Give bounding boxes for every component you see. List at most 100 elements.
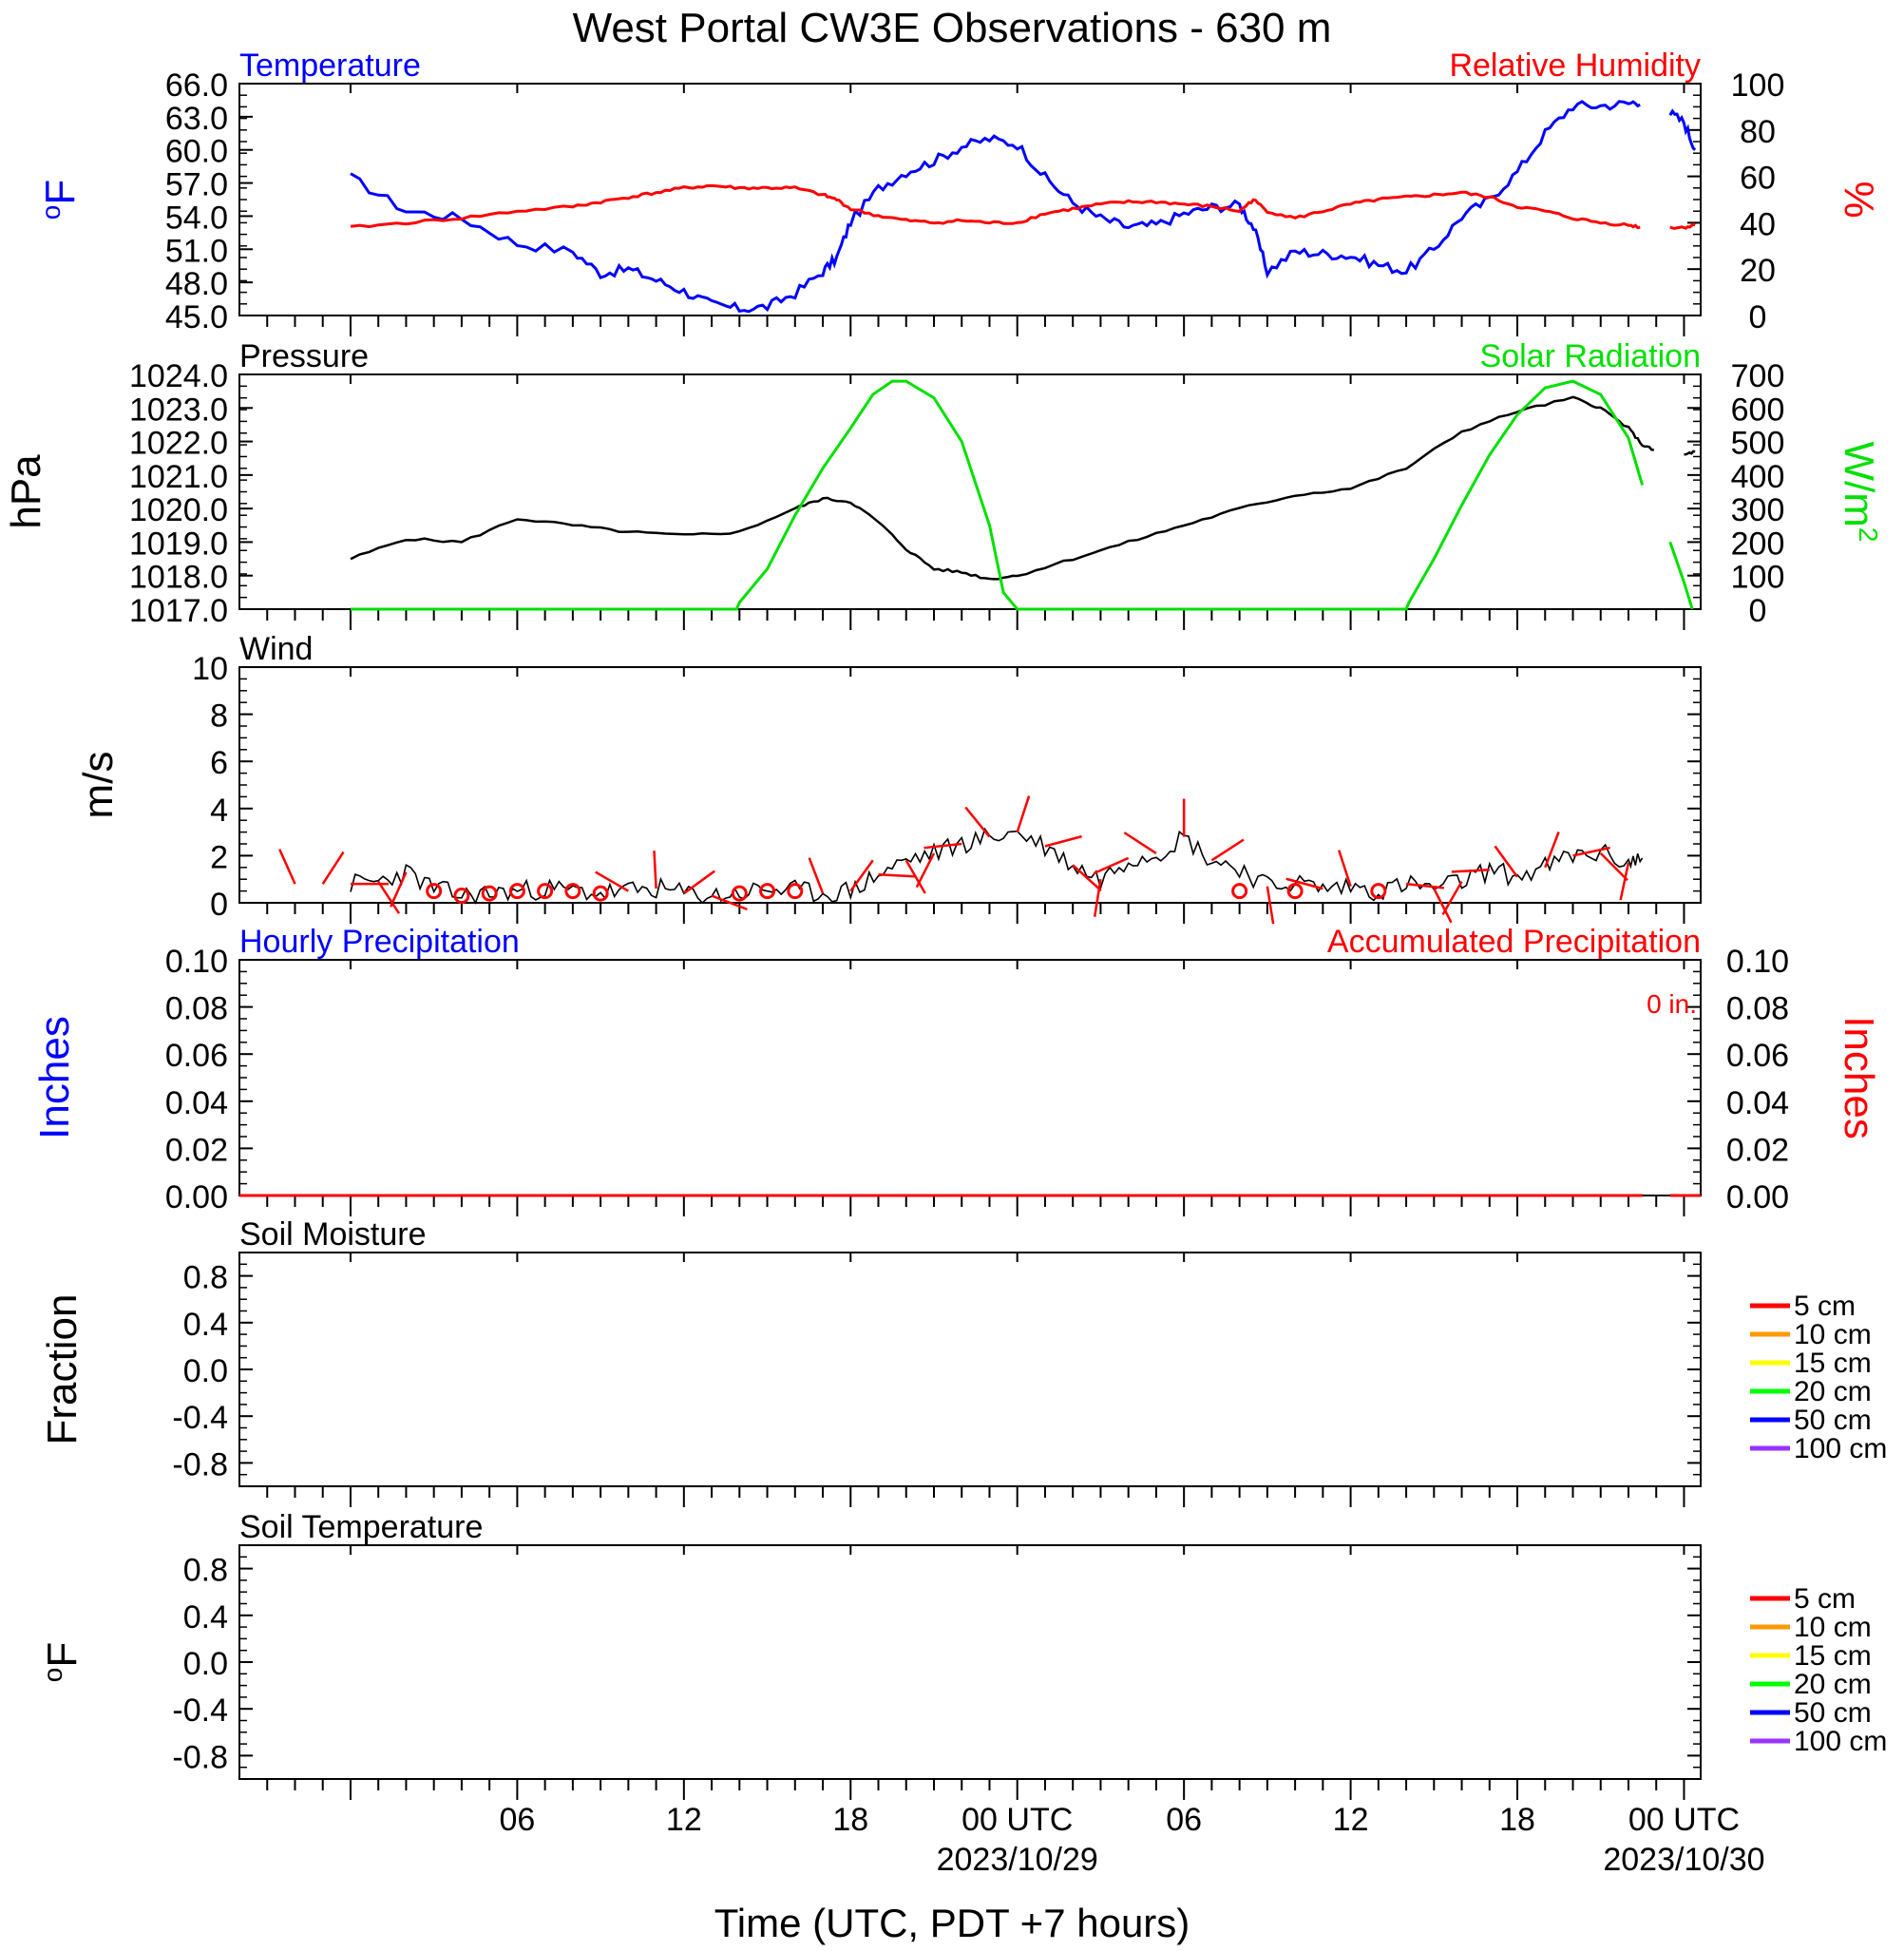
calm-marker: [759, 883, 776, 900]
legend-label: 100 cm: [1794, 1726, 1887, 1757]
wind-barb: [1266, 886, 1275, 925]
temperature-series: [350, 100, 1697, 314]
left-tick-label: 57.0: [165, 167, 228, 203]
right-tick-label: 500: [1731, 426, 1785, 462]
legend-label: 50 cm: [1794, 1405, 1872, 1436]
panel-left-title: Hourly Precipitation: [239, 924, 520, 960]
wind-barb: [595, 870, 629, 892]
wind-barb: [1093, 856, 1130, 875]
x-tick-label: 12: [1333, 1802, 1369, 1838]
calm-marker: [787, 883, 804, 900]
right-axis-label: %: [1836, 181, 1882, 218]
left-tick-label: 1017.0: [129, 593, 228, 629]
left-axis-label: hPa: [3, 454, 49, 529]
plot-frame: [238, 1252, 1702, 1487]
wind-barb: [1599, 852, 1628, 882]
left-tick-label: 0.04: [165, 1085, 228, 1121]
wind-barb: [390, 871, 408, 908]
right-tick-label: 20: [1740, 253, 1776, 289]
panel-left-title: Soil Moisture: [239, 1216, 427, 1253]
left-tick-label: -0.4: [172, 1693, 228, 1729]
calm-marker: [1231, 883, 1248, 900]
left-axis-label: oF: [38, 1642, 86, 1682]
wind-barb: [683, 870, 715, 895]
wind-barb: [1494, 845, 1519, 878]
panel-left-title: Pressure: [239, 338, 369, 374]
wind-speed-series: [350, 827, 1644, 905]
left-tick-label: 54.0: [165, 200, 228, 236]
left-tick-label: 6: [210, 745, 228, 781]
legend-label: 5 cm: [1794, 1583, 1856, 1615]
pressure-series: [350, 395, 1696, 581]
right-tick-label: 600: [1731, 392, 1785, 428]
right-tick-label: 700: [1731, 358, 1785, 394]
solar-radiation-series: [351, 379, 1694, 611]
left-tick-label: -0.8: [172, 1739, 228, 1775]
left-tick-label: 45.0: [165, 299, 228, 335]
calm-marker: [453, 888, 470, 905]
wind-barb: [1451, 869, 1490, 873]
left-axis-label: m/s: [75, 752, 122, 819]
left-tick-label: 0.8: [183, 1260, 228, 1296]
panel-right-title: Relative Humidity: [1449, 48, 1701, 84]
x-axis-label: Time (UTC, PDT +7 hours): [714, 1901, 1190, 1945]
left-tick-label: 0.06: [165, 1038, 228, 1074]
left-tick-label: 66.0: [165, 67, 228, 104]
plot-frame: [238, 1544, 1702, 1780]
panel-3: 0.10 0.08 0.06 0.04 0.02 0.00 0.10 0.08 0.06 0.04…: [31, 924, 1882, 1216]
calm-marker: [481, 885, 498, 902]
wind-barb: [377, 880, 401, 914]
wind-barb: [964, 806, 991, 838]
panel-1: 1024.01023.01022.01021.01020.01019.01018…: [3, 338, 1884, 630]
wind-barb: [1544, 832, 1560, 869]
x-date-label: 2023/10/30: [1603, 1842, 1764, 1878]
legend-label: 100 cm: [1794, 1433, 1887, 1464]
x-date-label: 2023/10/29: [937, 1842, 1098, 1878]
right-tick-label: 0: [1749, 299, 1767, 335]
wind-barb: [1093, 879, 1102, 917]
panel-right-title: Solar Radiation: [1480, 338, 1701, 374]
calm-marker: [731, 885, 748, 902]
wind-barb: [808, 857, 825, 894]
left-tick-label: 0: [210, 887, 228, 923]
left-tick-label: 0.08: [165, 991, 228, 1027]
plot-frame: [238, 959, 1702, 1196]
wind-barb: [1619, 862, 1630, 901]
calm-marker: [426, 883, 443, 900]
wind-barb: [278, 849, 296, 885]
accumulated-total-label: 0 in.: [1647, 989, 1697, 1019]
wind-barb: [849, 859, 874, 892]
panel-left-title: Wind: [239, 631, 313, 667]
left-tick-label: 63.0: [165, 101, 228, 137]
left-tick-label: -0.8: [172, 1446, 228, 1482]
left-tick-label: 10: [192, 651, 228, 687]
legend-label: 10 cm: [1794, 1612, 1872, 1643]
wind-barb: [653, 851, 657, 889]
right-axis-label: W/m2: [1836, 442, 1884, 543]
wind-barb: [915, 852, 936, 889]
left-tick-label: 1024.0: [129, 358, 228, 394]
left-tick-label: 8: [210, 698, 228, 735]
legend-label: 15 cm: [1794, 1348, 1872, 1379]
left-tick-label: 48.0: [165, 266, 228, 302]
right-tick-label: 400: [1731, 459, 1785, 495]
right-tick-label: 200: [1731, 526, 1785, 562]
right-tick-label: 0.10: [1726, 944, 1789, 980]
calm-marker: [537, 883, 554, 900]
legend-label: 20 cm: [1794, 1669, 1872, 1700]
right-tick-label: 60: [1740, 161, 1776, 197]
left-tick-label: 0.02: [165, 1132, 228, 1168]
legend-label: 50 cm: [1794, 1697, 1872, 1729]
left-tick-label: 2: [210, 839, 228, 875]
left-tick-label: 1020.0: [129, 492, 228, 528]
wind-barb: [1210, 838, 1245, 862]
legend-label: 15 cm: [1794, 1640, 1872, 1672]
left-tick-label: 1022.0: [129, 426, 228, 462]
x-tick-label: 18: [832, 1802, 868, 1838]
wind-barb: [1405, 882, 1444, 889]
left-tick-label: 60.0: [165, 134, 228, 170]
x-tick-label: 06: [499, 1802, 535, 1838]
wind-barb: [1338, 850, 1352, 888]
left-tick-label: 4: [210, 793, 228, 829]
right-tick-label: 0.06: [1726, 1038, 1789, 1074]
